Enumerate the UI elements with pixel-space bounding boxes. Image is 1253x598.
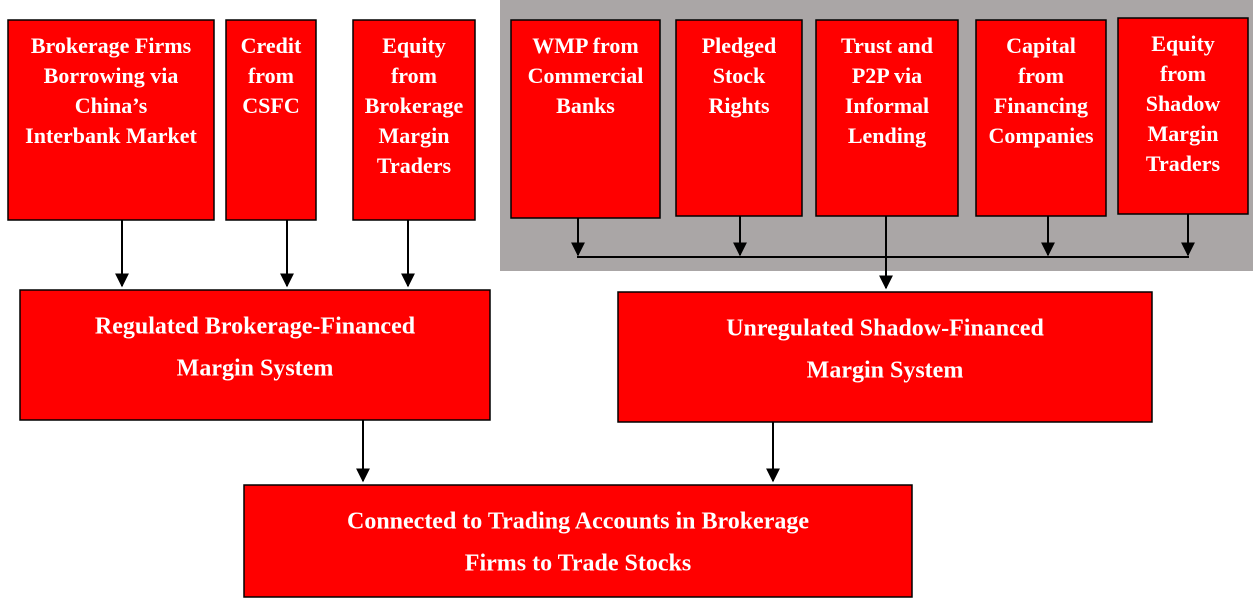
connectors [115, 214, 1195, 483]
node-label: Interbank Market [25, 123, 197, 148]
node-label: Equity [1151, 31, 1215, 56]
node-label: Commercial [528, 63, 644, 88]
node-label: Informal [845, 93, 929, 118]
node-label: from [391, 63, 437, 88]
node-label: Margin System [807, 358, 964, 384]
node-label: Traders [1146, 151, 1221, 176]
node-box [1117, 17, 1249, 215]
node-label: Margin [1148, 121, 1219, 146]
node-label: Brokerage [365, 93, 464, 118]
node-label: Traders [377, 153, 452, 178]
node-label: from [248, 63, 294, 88]
node-label: from [1160, 61, 1206, 86]
node-label: Shadow [1146, 91, 1221, 116]
node-box [19, 289, 491, 421]
node-label: Margin [379, 123, 450, 148]
node-label: Banks [556, 93, 615, 118]
node-label: Margin System [177, 356, 334, 382]
node-label: Brokerage Firms [31, 33, 192, 58]
node-label: Rights [708, 93, 770, 118]
node-label: from [1018, 63, 1064, 88]
node-box [815, 19, 959, 217]
node-box [7, 19, 215, 221]
node-label: China’s [75, 93, 148, 118]
node-label: Credit [241, 33, 302, 58]
node-label: Pledged [702, 33, 777, 58]
node-label: Firms to Trade Stocks [465, 551, 691, 577]
node-label: Regulated Brokerage-Financed [95, 314, 416, 340]
node-label: Trust and [841, 33, 933, 58]
node-label: Lending [848, 123, 926, 148]
node-label: Financing [994, 93, 1088, 118]
node-box [352, 19, 476, 221]
node-box [243, 484, 913, 598]
node-label: Unregulated Shadow-Financed [726, 316, 1044, 342]
node-label: WMP from [532, 33, 639, 58]
node-label: Connected to Trading Accounts in Brokera… [347, 509, 809, 535]
node-label: Stock [713, 63, 766, 88]
node-box [675, 19, 803, 217]
node-label: Capital [1006, 33, 1076, 58]
node-box [617, 291, 1153, 423]
node-label: P2P via [852, 63, 922, 88]
node-label: Equity [382, 33, 446, 58]
node-box [510, 19, 661, 219]
node-box [975, 19, 1107, 217]
node-label: CSFC [242, 93, 299, 118]
node-label: Companies [988, 123, 1094, 148]
node-box [225, 19, 317, 221]
node-label: Borrowing via [44, 63, 179, 88]
